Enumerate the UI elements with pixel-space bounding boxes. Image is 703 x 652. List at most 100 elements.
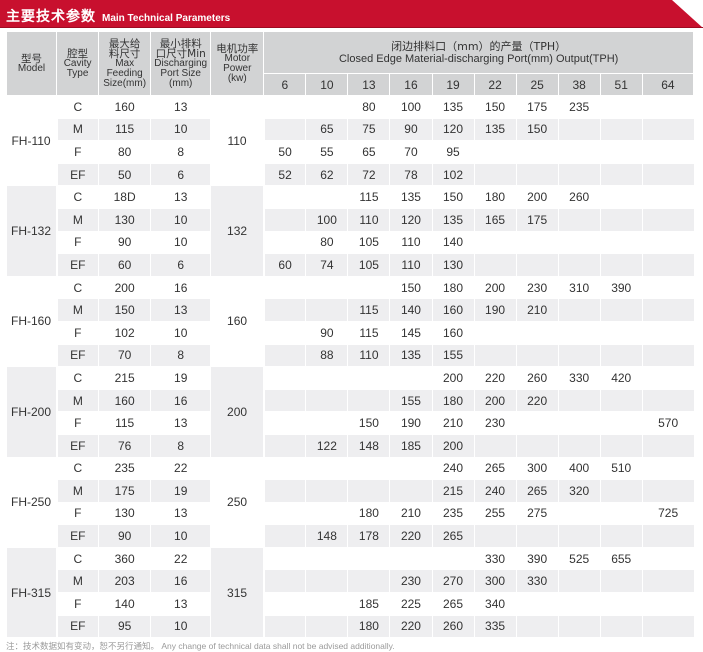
header-output: 闭边排料口（mm）的产量（TPH） Closed Edge Material-d… <box>263 31 694 74</box>
cavity-cell: EF <box>56 253 100 277</box>
output-cell: 160 <box>431 321 475 345</box>
feed-size-cell: 150 <box>98 298 151 322</box>
output-cell: 310 <box>557 276 601 300</box>
output-cell <box>473 524 517 548</box>
header-discharge-cn2: 口尺寸Min <box>155 47 206 60</box>
table-row: EF 60 6 60 74 105 110 130 <box>7 253 694 277</box>
output-cell <box>473 434 517 458</box>
output-cell: 148 <box>305 524 348 548</box>
header-model: 型号 Model <box>5 31 58 96</box>
header-discharge-en3: (mm) <box>169 77 193 89</box>
output-cell <box>263 592 306 616</box>
model-cell: FH-132 <box>6 185 58 277</box>
output-cell: 150 <box>515 118 559 142</box>
output-cell: 160 <box>431 298 475 322</box>
output-cell: 115 <box>347 321 390 345</box>
cavity-cell: F <box>56 411 100 435</box>
output-cell: 220 <box>473 366 517 390</box>
output-cell <box>641 231 694 255</box>
port-size-header: 13 <box>347 73 391 96</box>
table-row: EF 50 6 52 62 72 78 102 <box>7 163 694 187</box>
output-cell: 178 <box>347 524 390 548</box>
output-cell <box>557 208 601 232</box>
cavity-cell: C <box>56 547 100 571</box>
output-cell <box>557 569 601 594</box>
port-size-header: 25 <box>515 73 559 96</box>
output-cell <box>263 524 306 548</box>
header-model-cn: 型号 <box>21 52 43 65</box>
output-cell <box>263 276 306 300</box>
header-cavity-cn: 腔型 <box>67 47 89 60</box>
table-row: M 150 13 115 140 160 190 210 <box>7 298 694 322</box>
output-cell: 150 <box>431 185 475 209</box>
output-cell <box>641 592 694 616</box>
output-cell: 200 <box>515 185 559 209</box>
output-cell: 60 <box>263 253 306 277</box>
output-cell: 88 <box>305 344 348 368</box>
output-cell: 260 <box>515 366 559 390</box>
feed-size-cell: 203 <box>98 569 151 594</box>
output-cell: 100 <box>305 208 348 232</box>
output-cell <box>389 366 432 390</box>
cavity-cell: M <box>56 389 100 413</box>
output-cell: 260 <box>557 185 601 209</box>
output-cell: 175 <box>515 208 559 232</box>
output-cell: 275 <box>515 502 559 526</box>
output-cell <box>641 434 694 458</box>
output-cell <box>515 163 559 187</box>
output-cell <box>599 208 643 232</box>
cavity-cell: EF <box>56 434 100 458</box>
cavity-cell: M <box>56 298 100 322</box>
output-cell <box>557 502 601 526</box>
output-cell: 130 <box>431 253 475 277</box>
output-cell <box>347 569 390 594</box>
banner-shape <box>0 0 703 28</box>
feed-size-cell: 130 <box>98 502 151 526</box>
output-cell <box>515 321 559 345</box>
output-cell: 270 <box>431 569 475 594</box>
header-motor-power: 电机功率 Motor Power (kw) <box>210 31 265 96</box>
output-cell: 110 <box>347 344 390 368</box>
header-feeding-en1: Max <box>115 57 135 69</box>
discharge-port-cell: 8 <box>150 140 211 164</box>
table-row: FH-110 C 160 13 110 80 100 135 150 175 235 <box>6 95 694 187</box>
table-row: F 102 10 90 115 145 160 <box>7 321 694 345</box>
discharge-port-cell: 22 <box>150 547 211 571</box>
output-cell <box>641 366 694 390</box>
output-cell <box>641 95 694 119</box>
output-cell <box>263 208 306 232</box>
output-cell <box>305 411 348 435</box>
cavity-cell: C <box>56 366 100 390</box>
output-cell: 230 <box>473 411 517 435</box>
section-header-banner: 主要技术参数 Main Technical Parameters <box>0 0 703 28</box>
output-cell: 220 <box>389 524 432 548</box>
output-cell <box>389 479 432 503</box>
header-discharge-port: 最小排料 口尺寸Min Discharging Port Size (mm) <box>150 31 212 96</box>
cavity-cell: C <box>56 185 100 209</box>
output-cell <box>599 344 643 368</box>
output-cell: 62 <box>305 163 348 187</box>
output-cell <box>557 434 601 458</box>
discharge-port-cell: 13 <box>150 411 211 435</box>
output-cell <box>515 524 559 548</box>
discharge-port-cell: 6 <box>150 253 211 277</box>
output-cell <box>305 592 348 616</box>
table-row: FH-160 C 200 16 160 150 180 200 230 310 390 <box>6 276 694 368</box>
output-cell: 135 <box>473 118 517 142</box>
port-size-header: 16 <box>389 73 433 96</box>
output-cell: 655 <box>599 547 643 571</box>
output-cell: 190 <box>389 411 432 435</box>
section-title-en: Main Technical Parameters <box>102 13 231 24</box>
output-cell <box>599 140 643 164</box>
output-cell <box>557 163 601 187</box>
table-row: M 130 10 100 110 120 135 165 175 <box>7 208 694 232</box>
output-cell <box>599 185 643 209</box>
discharge-port-cell: 8 <box>150 344 211 368</box>
output-cell: 225 <box>389 592 432 616</box>
table-row: FH-250 C 235 22 250 240 265 300 400 510 <box>6 457 694 548</box>
output-cell <box>305 457 348 481</box>
output-cell <box>347 479 390 503</box>
table-row: FH-200 C 215 19 200 200 220 260 330 420 <box>6 366 694 458</box>
output-cell: 190 <box>473 298 517 322</box>
output-cell: 135 <box>389 344 432 368</box>
